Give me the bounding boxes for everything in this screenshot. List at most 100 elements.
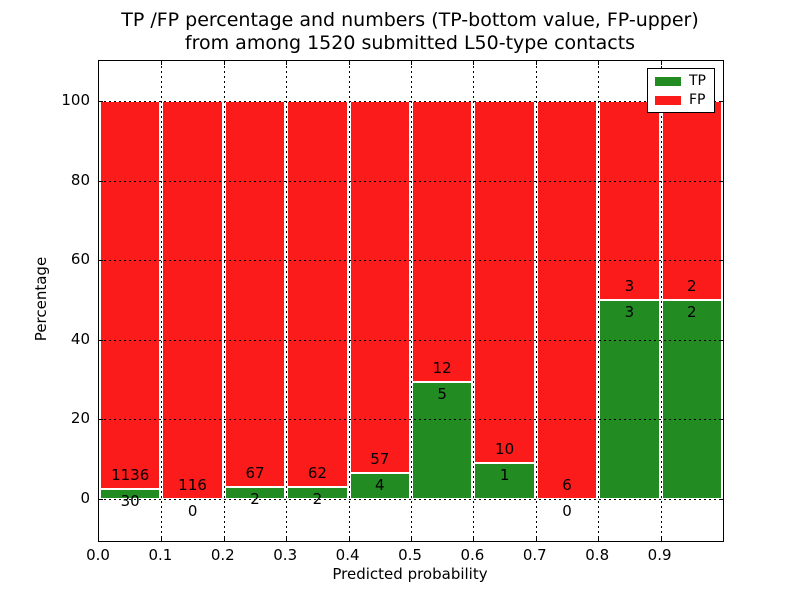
legend: TP FP [647, 68, 715, 113]
x-tick-mark [535, 537, 537, 541]
fp-count-label: 62 [307, 463, 327, 482]
bar-tp-segment [474, 462, 535, 499]
y-tick-mark [99, 180, 103, 182]
tp-count-label: 2 [687, 303, 697, 321]
gridline-vertical [348, 61, 350, 541]
x-tick-mark [598, 537, 600, 541]
legend-label-fp: FP [689, 92, 706, 108]
y-tick-mark [719, 260, 723, 262]
y-tick-label: 60 [70, 250, 90, 269]
y-axis-label: Percentage [32, 256, 50, 342]
bar-tp-segment [661, 300, 722, 499]
bar-tp-segment [224, 487, 286, 499]
y-tick-mark [99, 499, 103, 500]
bar-tp-segment [100, 488, 161, 499]
chart-title-line1: TP /FP percentage and numbers (TP-bottom… [121, 9, 699, 31]
y-tick-mark [719, 101, 723, 102]
x-tick-label: 0.4 [335, 546, 360, 564]
y-tick-mark [99, 419, 103, 421]
x-tick-label: 0.7 [522, 546, 547, 564]
x-tick-label: 0.6 [460, 546, 485, 564]
x-tick-mark [286, 61, 288, 65]
legend-swatch-tp-icon [655, 76, 681, 86]
x-tick-label: 0.1 [148, 546, 173, 564]
bar-fp-segment [661, 101, 722, 300]
y-tick-mark [719, 419, 723, 421]
x-tick-mark [223, 537, 225, 541]
y-tick-label: 80 [70, 170, 90, 189]
x-tick-mark [535, 61, 537, 65]
bar-fp-segment [100, 101, 161, 489]
gridlines-layer [99, 61, 723, 541]
bar-labels-layer: 1136 30 116 0 67 2 62 2 57 4 12 5 10 1 6 0 3 3 2 2 [99, 61, 723, 541]
y-tick-mark [99, 260, 103, 262]
x-tick-mark [598, 61, 600, 65]
chart-title-line2: from among 1520 submitted L50-type conta… [184, 32, 636, 54]
gridline-vertical [223, 61, 225, 541]
y-tick-mark [99, 339, 103, 341]
x-tick-mark [286, 537, 288, 541]
bar-fp-segment [349, 101, 410, 473]
bar-tp-segment [349, 472, 410, 499]
bar-fp-segment [287, 101, 348, 487]
y-tick-label: 40 [70, 329, 90, 348]
fp-count-label: 12 [432, 358, 452, 377]
fp-count-label: 2 [687, 277, 697, 295]
bar-fp-segment [474, 101, 535, 463]
x-tick-mark [223, 61, 225, 65]
y-tick-mark [719, 180, 723, 182]
y-tick-mark [99, 101, 103, 102]
x-tick-mark [348, 537, 350, 541]
x-tick-label: 0.5 [398, 546, 422, 564]
legend-swatch-fp-icon [655, 95, 681, 105]
x-tick-mark [660, 61, 662, 65]
x-tick-mark [660, 537, 662, 541]
bar-fp-segment [536, 101, 598, 499]
gridline-vertical [473, 61, 475, 541]
plot-area: 1136 30 116 0 67 2 62 2 57 4 12 5 10 1 6 0 3 3 2 2 TP FP [98, 60, 724, 542]
tp-count-label: 2 [312, 489, 323, 508]
chart-title: TP /FP percentage and numbers (TP-bottom… [121, 9, 699, 55]
bar-fp-segment [162, 101, 223, 499]
x-tick-mark [161, 61, 163, 65]
bar-tp-segment [412, 381, 473, 499]
bars-layer [99, 61, 723, 541]
fp-count-label: 3 [624, 277, 635, 295]
tp-count-label: 0 [562, 502, 572, 520]
tp-count-label: 3 [624, 303, 635, 321]
x-tick-label: 0.8 [585, 546, 610, 564]
tick-marks-layer [99, 61, 723, 541]
tp-count-label: 2 [250, 490, 260, 509]
y-tick-label: 100 [61, 91, 90, 109]
gridline-vertical [161, 61, 163, 541]
x-tick-mark [161, 537, 163, 541]
x-tick-mark [348, 61, 350, 65]
gridline-vertical [660, 61, 662, 541]
tp-count-label: 30 [120, 491, 140, 510]
x-tick-label: 0.2 [210, 546, 235, 564]
y-tick-mark [719, 499, 723, 500]
bar-fp-segment [412, 101, 473, 382]
gridline-vertical [535, 61, 537, 541]
fp-count-label: 116 [178, 476, 207, 494]
x-tick-label: 0.0 [86, 546, 110, 564]
legend-entry-tp: TP [655, 74, 714, 88]
bar-fp-segment [599, 101, 660, 300]
fp-count-label: 57 [370, 449, 390, 468]
fp-count-label: 67 [245, 464, 265, 483]
y-tick-label: 20 [70, 409, 90, 428]
gridline-vertical [286, 61, 288, 541]
bar-tp-segment [287, 486, 348, 499]
y-tick-mark [719, 339, 723, 341]
tp-count-label: 1 [499, 465, 510, 484]
fp-count-label: 10 [495, 439, 515, 458]
legend-entry-fp: FP [655, 93, 714, 107]
bar-fp-segment [224, 101, 286, 488]
bar-tp-segment [599, 300, 660, 499]
x-tick-label: 0.9 [647, 546, 672, 564]
x-tick-mark [411, 61, 412, 65]
y-tick-label: 0 [80, 489, 90, 507]
x-tick-mark [473, 61, 475, 65]
tp-count-label: 4 [375, 475, 385, 494]
tp-count-label: 5 [437, 384, 447, 403]
